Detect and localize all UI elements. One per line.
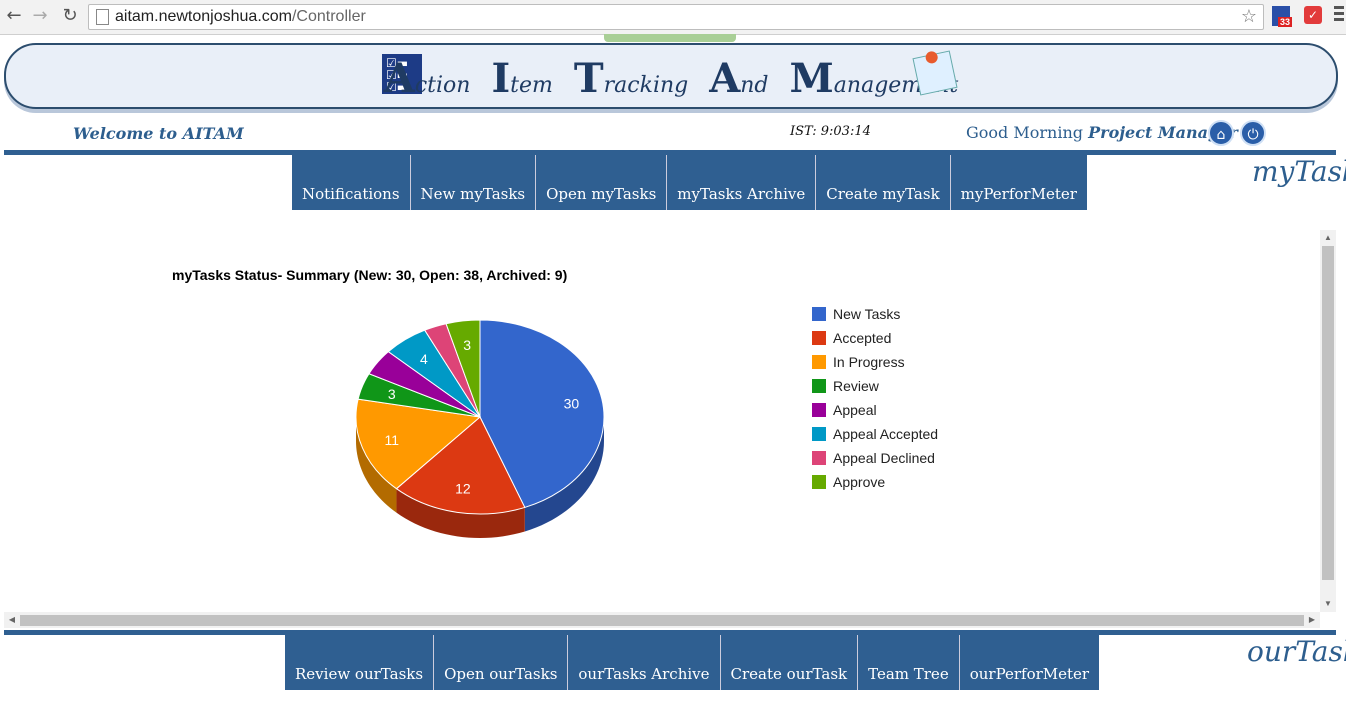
reload-icon[interactable]: ↻ bbox=[62, 5, 78, 26]
legend-label: Approve bbox=[833, 474, 886, 490]
legend-label: Appeal Declined bbox=[833, 450, 935, 466]
pie-side-0 bbox=[524, 417, 604, 532]
tab-create-ourtask[interactable]: Create ourTask bbox=[720, 635, 859, 690]
tab-open-mytasks[interactable]: Open myTasks bbox=[536, 155, 668, 210]
banner-tab bbox=[604, 34, 736, 42]
legend-item[interactable]: Appeal bbox=[812, 402, 877, 418]
legend-label: In Progress bbox=[833, 354, 905, 370]
bookmark-star-icon[interactable]: ☆ bbox=[1240, 6, 1257, 27]
horizontal-scrollbar[interactable]: ◀ ▶ bbox=[4, 612, 1320, 628]
pie-label-3: 3 bbox=[388, 386, 396, 402]
pie-slice-0[interactable] bbox=[479, 319, 605, 509]
legend-swatch bbox=[812, 355, 826, 369]
pie-chart: 30 12 11 3 4 3 bbox=[355, 319, 605, 538]
content-frame: myTasks Status- Summary (New: 30, Open: … bbox=[4, 230, 1336, 628]
pie-side-1 bbox=[396, 488, 525, 538]
pie-side-2 bbox=[356, 417, 397, 513]
tab-open-ourtasks[interactable]: Open ourTasks bbox=[434, 635, 569, 690]
ourtask-nav: Review ourTasks Open ourTasks ourTasks A… bbox=[285, 635, 1100, 690]
legend-label: Accepted bbox=[833, 330, 892, 346]
tab-notifications[interactable]: Notifications bbox=[292, 155, 411, 210]
extension-red-icon[interactable]: ✓ bbox=[1304, 6, 1322, 24]
legend-item[interactable]: Review bbox=[812, 378, 879, 394]
tab-review-ourtasks[interactable]: Review ourTasks bbox=[285, 635, 435, 690]
legend-swatch bbox=[812, 427, 826, 441]
legend-item[interactable]: Approve bbox=[812, 474, 885, 490]
url-host: aitam.newtonjoshua.com bbox=[115, 8, 292, 25]
page-icon bbox=[96, 9, 109, 25]
pie-label-0: 30 bbox=[564, 396, 580, 412]
legend-label: Review bbox=[833, 378, 879, 394]
tab-ourtasks-archive[interactable]: ourTasks Archive bbox=[568, 635, 721, 690]
mytask-nav: Notifications New myTasks Open myTasks m… bbox=[292, 155, 1087, 210]
tab-ourperformeter[interactable]: ourPerforMeter bbox=[959, 635, 1100, 690]
legend-item[interactable]: Appeal Declined bbox=[812, 450, 935, 466]
horizontal-scroll-thumb[interactable] bbox=[20, 615, 1304, 626]
legend-label: Appeal Accepted bbox=[833, 426, 939, 442]
legend-swatch bbox=[812, 451, 826, 465]
pie-slice-1[interactable] bbox=[395, 416, 526, 515]
mytask-label: myTask bbox=[1252, 155, 1346, 188]
pie-label-5: 4 bbox=[420, 351, 428, 367]
checklist-logo-icon: ☑▬ ☑▬ ☑▬ bbox=[382, 54, 422, 94]
legend-label: New Tasks bbox=[833, 306, 901, 322]
user-name: Project Manager bbox=[1088, 123, 1238, 142]
extension-icon[interactable]: 33 bbox=[1272, 6, 1293, 27]
tab-myperformeter[interactable]: myPerforMeter bbox=[950, 155, 1087, 210]
legend-item[interactable]: In Progress bbox=[812, 354, 905, 370]
scroll-left-icon[interactable]: ◀ bbox=[8, 615, 16, 624]
greeting-text: Good Morning bbox=[966, 123, 1084, 142]
welcome-text: Welcome to AITAM bbox=[73, 124, 244, 143]
legend-swatch bbox=[812, 379, 826, 393]
url-path: /Controller bbox=[291, 8, 366, 25]
tab-mytasks-archive[interactable]: myTasks Archive bbox=[667, 155, 817, 210]
notepad-logo-icon bbox=[912, 50, 958, 96]
scroll-up-icon[interactable]: ▲ bbox=[1324, 233, 1332, 242]
legend-swatch bbox=[812, 331, 826, 345]
chart-title: myTasks Status- Summary (New: 30, Open: … bbox=[172, 267, 568, 283]
legend-label: Appeal bbox=[833, 402, 877, 418]
vertical-scroll-thumb[interactable] bbox=[1322, 246, 1334, 580]
legend-item[interactable]: New Tasks bbox=[812, 306, 900, 322]
back-icon[interactable]: ← bbox=[6, 5, 22, 26]
legend-item[interactable]: Accepted bbox=[812, 330, 891, 346]
app-title: Action Item Tracking And Management bbox=[383, 55, 959, 102]
tab-team-tree[interactable]: Team Tree bbox=[858, 635, 960, 690]
legend-item[interactable]: Appeal Accepted bbox=[812, 426, 938, 442]
tab-create-mytask[interactable]: Create myTask bbox=[816, 155, 951, 210]
legend-swatch bbox=[812, 475, 826, 489]
browser-toolbar: ← → ↻ aitam.newtonjoshua.com/Controller … bbox=[0, 0, 1346, 35]
home-icon[interactable]: ⌂ bbox=[1208, 120, 1234, 146]
pie-label-7: 3 bbox=[463, 337, 471, 353]
scroll-down-icon[interactable]: ▼ bbox=[1324, 599, 1332, 608]
pie-slice-7[interactable] bbox=[445, 319, 481, 418]
ourtask-label: ourTask bbox=[1247, 635, 1346, 668]
power-icon[interactable]: ⏻ bbox=[1240, 120, 1266, 146]
pie-slice-2[interactable] bbox=[355, 398, 482, 490]
legend-swatch bbox=[812, 307, 826, 321]
pie-label-1: 12 bbox=[455, 481, 471, 497]
app-banner: ☑▬ ☑▬ ☑▬ Action Item Tracking And Manageme… bbox=[4, 43, 1338, 109]
extension-badge: 33 bbox=[1278, 17, 1293, 27]
browser-menu-icon[interactable] bbox=[1334, 6, 1344, 24]
forward-icon[interactable]: → bbox=[32, 5, 48, 26]
divider bbox=[4, 630, 1336, 635]
clock-text: IST: 9:03:14 bbox=[790, 124, 871, 139]
greeting: Good Morning Project Manager bbox=[966, 123, 1238, 142]
vertical-scrollbar[interactable]: ▲ ▼ bbox=[1320, 230, 1336, 612]
scroll-right-icon[interactable]: ▶ bbox=[1308, 615, 1316, 624]
address-bar[interactable]: aitam.newtonjoshua.com/Controller ☆ bbox=[88, 4, 1264, 30]
divider bbox=[4, 150, 1336, 155]
pie-label-2: 11 bbox=[385, 432, 400, 448]
legend-swatch bbox=[812, 403, 826, 417]
tab-new-mytasks[interactable]: New myTasks bbox=[410, 155, 537, 210]
